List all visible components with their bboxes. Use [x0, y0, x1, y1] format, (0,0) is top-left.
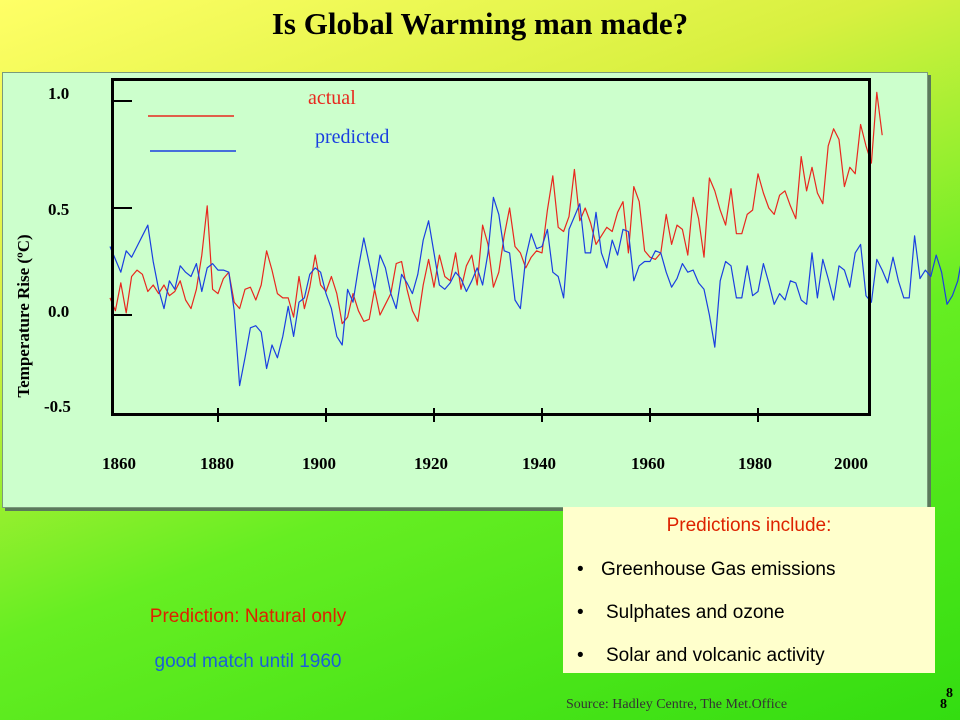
x-tick-label-1920: 1920 — [414, 454, 448, 473]
bullet-icon: • — [577, 645, 584, 666]
prediction-item-label: Sulphates and ozone — [606, 602, 785, 623]
y-axis-label: Temperature Rise (ºC) — [14, 234, 33, 398]
x-tick-label-2000: 2000 — [834, 454, 868, 473]
x-tick-label-1940: 1940 — [522, 454, 556, 473]
page-number-shadow: 8 — [946, 686, 953, 701]
y-tick-label-0-5: 0.5 — [48, 200, 70, 219]
predictions-box: Predictions include: • Greenhouse Gas emi… — [563, 507, 935, 673]
prediction-item-ghg: • Greenhouse Gas emissions — [577, 559, 835, 581]
x-tick-label-1880: 1880 — [200, 454, 234, 473]
slide-title: Is Global Warming man made? — [271, 6, 689, 41]
y-tick-label-1-0: 1.0 — [48, 84, 70, 103]
x-tick-label-1960: 1960 — [631, 454, 665, 473]
bullet-icon: • — [577, 602, 584, 623]
prediction-item-sulphates: • Sulphates and ozone — [577, 602, 785, 624]
x-tick-label-1860: 1860 — [102, 454, 136, 473]
page-number: 8 — [940, 697, 947, 712]
match-note: good match until 1960 — [154, 651, 342, 672]
series-line-predicted — [109, 196, 960, 387]
prediction-item-label: Greenhouse Gas emissions — [601, 559, 836, 580]
x-tick-label-1900: 1900 — [302, 454, 336, 473]
predictions-heading: Predictions include: — [666, 515, 832, 536]
bullet-icon: • — [577, 559, 584, 580]
x-tick-label-1980: 1980 — [738, 454, 772, 473]
y-tick-label-neg-0-5: -0.5 — [44, 397, 71, 416]
prediction-item-solar: • Solar and volcanic activity — [577, 645, 825, 667]
prediction-item-label: Solar and volcanic activity — [606, 645, 825, 666]
prediction-note: Prediction: Natural only — [149, 606, 347, 627]
legend-label-predicted: predicted — [315, 126, 390, 148]
series-line-actual — [109, 91, 883, 325]
plot-frame — [111, 78, 871, 416]
legend-label-actual: actual — [308, 87, 356, 109]
y-tick-label-0-0: 0.0 — [48, 302, 70, 321]
source-credit: Source: Hadley Centre, The Met.Office — [566, 697, 788, 712]
